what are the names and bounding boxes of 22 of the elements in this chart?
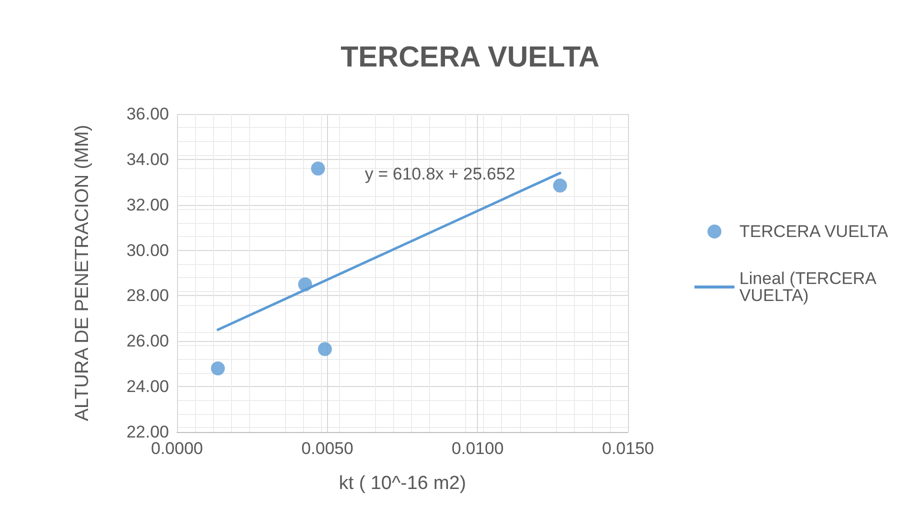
y-tick-label: 26.00	[126, 332, 169, 351]
y-tick-label: 32.00	[126, 195, 169, 214]
y-tick-label: 22.00	[126, 422, 169, 442]
x-axis-title: kt ( 10^-16 m2)	[338, 473, 466, 494]
point	[553, 178, 568, 193]
chart-title: TERCERA VUELTA	[340, 42, 600, 74]
y-tick-label: 24.00	[126, 377, 169, 396]
point	[210, 361, 225, 376]
x-tick-label: 0.0100	[452, 439, 504, 458]
x-tick-label: 0.0150	[602, 439, 654, 458]
point	[311, 162, 326, 176]
y-tick-label: 34.00	[126, 150, 169, 169]
y-tick-label: 30.00	[126, 240, 169, 260]
x-tick-label: 0.0050	[301, 439, 354, 458]
y-tick-label: 36.00	[126, 104, 169, 124]
x-tick-label: 0.0000	[151, 439, 203, 458]
y-axis-title: ALTURA DE PENETRACION (MM)	[72, 124, 93, 422]
annotation: y = 610.8x + 25.652	[364, 164, 516, 184]
y-tick-label: 28.00	[126, 286, 169, 306]
point	[318, 342, 332, 356]
legend-label: TERCERA VUELTA	[739, 222, 889, 241]
legend-label: Lineal (TERCERA VUELTA)	[739, 269, 880, 305]
